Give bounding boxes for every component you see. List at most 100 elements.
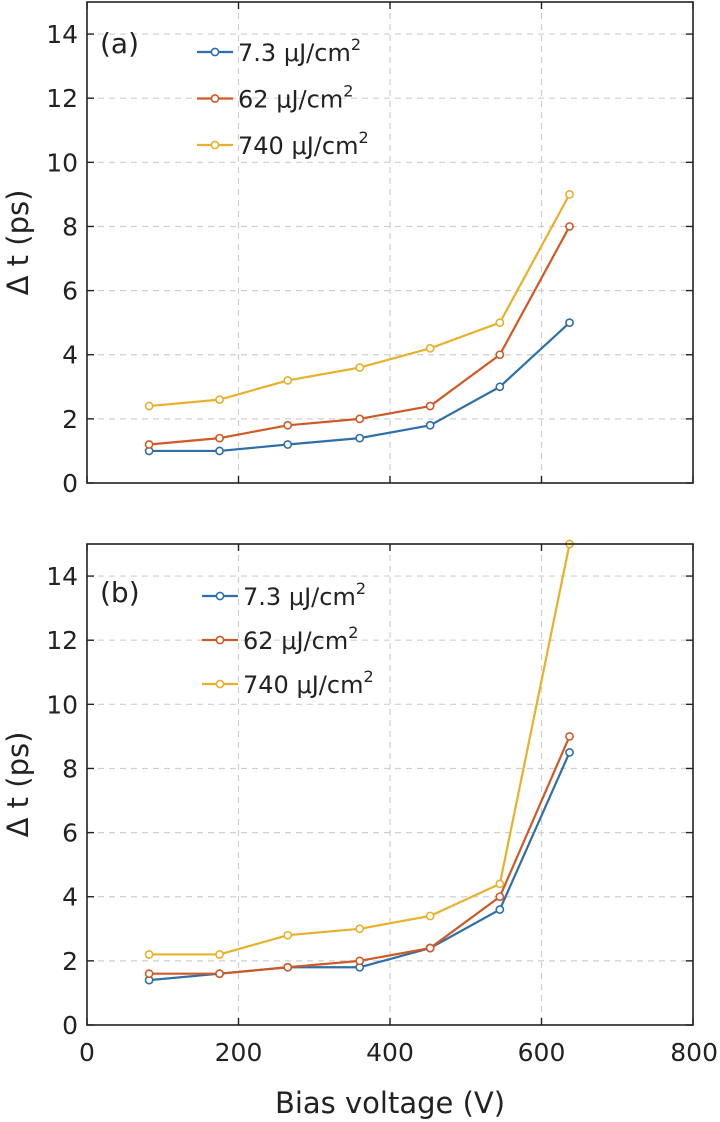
y-tick-label: 10 [46, 690, 78, 719]
legend-space [284, 132, 292, 160]
series-line-62 [149, 225, 571, 446]
legend-unit: μJ/cm [296, 671, 363, 699]
x-tick-label: 800 [670, 1038, 718, 1067]
legend-space [274, 627, 282, 655]
legend-item-740: 740 μJ/cm2 [202, 667, 374, 699]
y-tick-label: 6 [62, 277, 78, 306]
y-axis-label: Δ t (ps) [1, 190, 35, 296]
data-point-7.3 [565, 748, 574, 757]
data-point-7.3 [495, 905, 505, 914]
legend-unit: μJ/cm [284, 39, 351, 67]
legend-value: 62 [238, 86, 269, 114]
ticks: 0 2 4 6 8 10 12 14 [46, 2, 694, 498]
data-point-7.3 [495, 382, 505, 392]
data-point-62 [144, 440, 154, 449]
legend-item-62: 62 μJ/cm2 [197, 82, 353, 114]
legend-superscript: 2 [363, 667, 373, 686]
legend-value: 7.3 [243, 583, 281, 611]
legend-superscript: 2 [348, 623, 358, 642]
legend-marker [210, 94, 220, 103]
y-tick-label: 12 [46, 84, 78, 113]
panel-label: (a) [100, 27, 139, 60]
data-point-62 [425, 943, 435, 953]
legend-item-7.3: 7.3 μJ/cm2 [197, 35, 361, 67]
data-point-62 [565, 732, 574, 741]
y-tick-label: 14 [46, 20, 78, 49]
legend-marker [215, 635, 225, 645]
legend-value: 7.3 [238, 39, 276, 67]
data-point-740 [144, 950, 154, 959]
legend-label: 7.3 μJ/cm2 [238, 35, 361, 67]
data-point-62 [425, 401, 435, 411]
legend-unit: μJ/cm [291, 132, 358, 160]
legend-label: 7.3 μJ/cm2 [243, 579, 366, 611]
y-tick-label: 6 [62, 819, 78, 848]
data-point-62 [283, 962, 293, 972]
x-tick-label: 600 [518, 1038, 566, 1067]
legend-space [269, 86, 277, 114]
data-point-740 [215, 395, 224, 405]
data-point-740 [283, 375, 293, 385]
legend-superscript: 2 [358, 128, 368, 147]
data-point-740 [425, 911, 435, 921]
legend-unit: μJ/cm [276, 86, 343, 114]
x-axis-label: Bias voltage (V) [275, 1086, 505, 1120]
y-tick-label: 4 [62, 883, 78, 912]
data-point-740 [495, 879, 505, 889]
data-point-7.3 [565, 318, 574, 328]
data-point-62 [144, 969, 154, 979]
data-point-7.3 [283, 440, 293, 449]
series-7.3 [144, 748, 574, 985]
x-tick-label: 0 [79, 1038, 95, 1067]
legend-value: 740 [238, 132, 284, 160]
y-tick-label: 2 [62, 947, 78, 976]
y-tick-label: 8 [62, 212, 78, 241]
legend-item-740: 740 μJ/cm2 [197, 128, 369, 160]
panel-b: 0 2 4 6 8 10 12 14 0 200 400 600 800 Δ t (ps) Bias vol… [1, 539, 718, 1120]
y-tick-label: 2 [62, 405, 78, 434]
y-tick-label: 10 [46, 148, 78, 177]
legend-label: 62 μJ/cm2 [238, 82, 353, 114]
x-tick-label: 200 [215, 1038, 263, 1067]
data-point-62 [495, 892, 505, 902]
data-point-740 [355, 363, 365, 372]
data-point-7.3 [215, 446, 224, 456]
data-point-7.3 [355, 433, 365, 443]
series-line-7.3 [149, 751, 571, 982]
y-tick-label: 8 [62, 754, 78, 783]
legend-unit: μJ/cm [289, 583, 356, 611]
legend-superscript: 2 [343, 82, 353, 101]
data-point-62 [355, 956, 365, 966]
legend-value: 62 [243, 627, 274, 655]
data-point-62 [215, 969, 224, 979]
series-740 [144, 189, 574, 411]
legend-superscript: 2 [356, 579, 366, 598]
y-tick-label: 0 [62, 469, 78, 498]
data-point-740 [425, 343, 435, 353]
data-point-62 [283, 420, 293, 430]
y-axis-label: Δ t (ps) [1, 732, 35, 838]
panel-label: (b) [100, 576, 140, 609]
series-62 [144, 222, 574, 449]
y-tick-label: 12 [46, 626, 78, 655]
grid [87, 2, 693, 483]
y-tick-label: 4 [62, 341, 78, 370]
x-tick-label: 400 [366, 1038, 414, 1067]
data-point-62 [495, 350, 505, 360]
legend-superscript: 2 [351, 35, 361, 54]
legend-marker [210, 140, 220, 150]
legend-marker [215, 679, 225, 689]
series-7.3 [144, 318, 574, 456]
ticks: 0 2 4 6 8 10 12 14 0 200 400 600 800 [46, 544, 718, 1067]
legend-label: 62 μJ/cm2 [243, 623, 358, 655]
legend-space [281, 583, 289, 611]
series-740 [144, 539, 574, 959]
legend-label: 740 μJ/cm2 [243, 667, 374, 699]
grid [87, 544, 693, 1025]
y-tick-label: 14 [46, 562, 78, 591]
legend-item-7.3: 7.3 μJ/cm2 [202, 579, 366, 611]
plot-area [144, 189, 574, 456]
